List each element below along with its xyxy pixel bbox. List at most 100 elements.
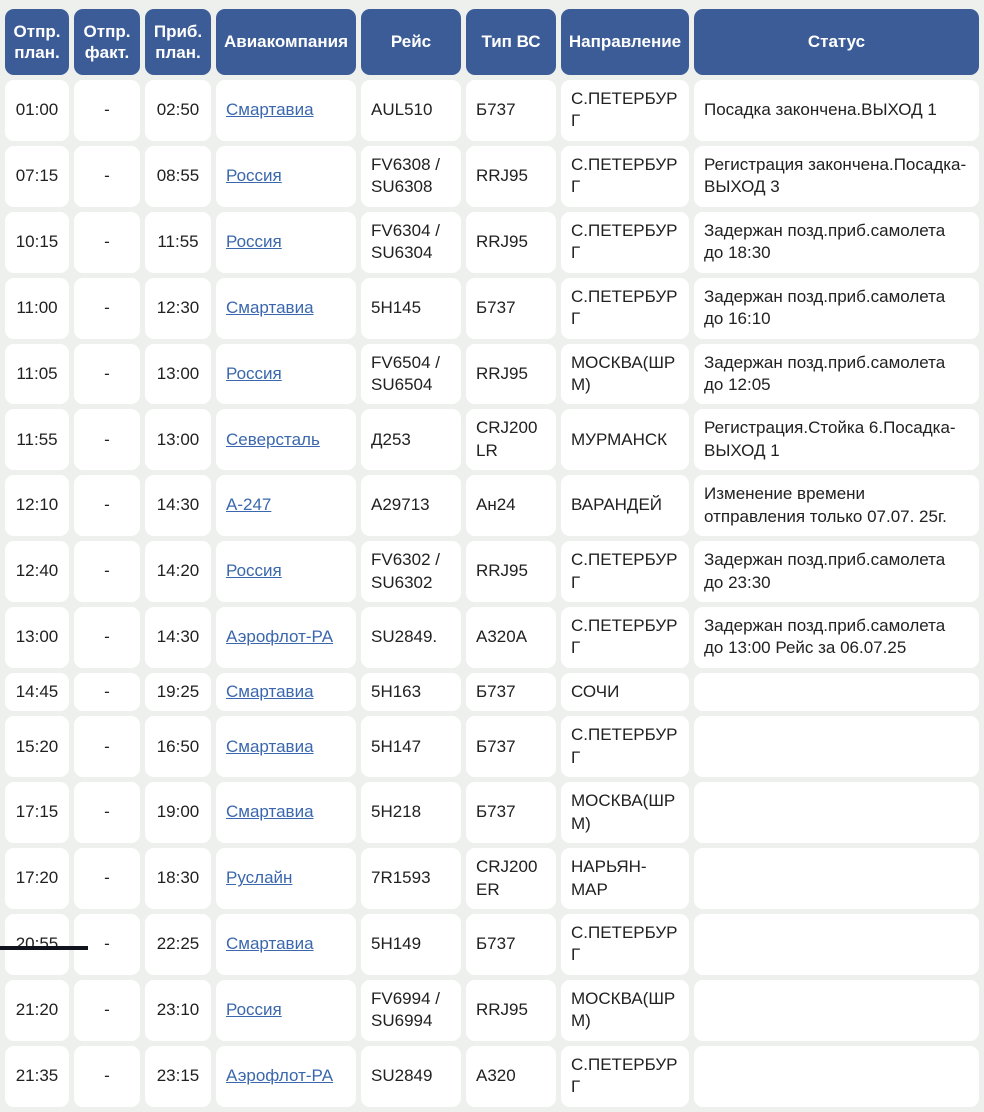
cell-flight: 7R1593 [361,848,461,909]
cell-flight: FV6302 / SU6302 [361,541,461,602]
cell-arr-plan: 02:50 [145,80,211,141]
cell-status: Регистрация.Стойка 6.Посадка-ВЫХОД 1 [694,409,979,471]
cell-destination: МУРМАНСК [561,409,689,471]
cell-dep-fact: - [74,541,140,602]
cell-airline: Смартавиа [216,782,356,844]
cell-status [694,979,979,1041]
cell-status [694,913,979,975]
table-row: 15:20-16:50 Смартавиа 5Н147 Б737 С.ПЕТЕРБУРГ [5,716,979,778]
cell-aircraft: Б737 [466,80,556,141]
header-cell-flight: Рейс [361,9,461,75]
airline-link[interactable]: Смартавиа [226,802,314,822]
cell-airline: А-247 [216,475,356,537]
cell-dep-plan: 21:20 [5,979,69,1041]
flight-timetable-page: { "colors": { "header_bg": "#3c5c97", "h… [0,4,984,1107]
cell-airline: Смартавиа [216,80,356,141]
cell-flight: Д253 [361,409,461,471]
cell-dep-plan: 11:55 [5,409,69,471]
airline-link[interactable]: Смартавиа [226,681,314,701]
airline-link[interactable]: Аэрофлот-РА [226,627,334,647]
cell-airline: Россия [216,343,356,405]
cell-flight: 5Н163 [361,672,461,712]
cell-dep-fact: - [74,409,140,471]
airline-link[interactable]: А-247 [226,495,272,515]
cell-flight: 5Н149 [361,913,461,975]
cell-airline: Смартавиа [216,716,356,778]
cell-flight: FV6504 / SU6504 [361,343,461,405]
cell-destination: С.ПЕТЕРБУРГ [561,80,689,141]
table-row: 01:00-02:50 Смартавиа AUL510 Б737 С.ПЕТЕРБУР… [5,80,979,141]
cell-dep-plan: 20:55 [5,913,69,975]
airline-link[interactable]: Смартавиа [226,297,314,317]
cell-arr-plan: 23:15 [145,1045,211,1107]
cell-arr-plan: 13:00 [145,409,211,471]
cell-dep-fact: - [74,1045,140,1107]
airline-link[interactable]: Россия [226,231,282,251]
cell-airline: Аэрофлот-РА [216,1045,356,1107]
airline-link[interactable]: Россия [226,1000,282,1020]
cell-dep-plan: 11:05 [5,343,69,405]
cell-status [694,1045,979,1107]
cell-aircraft: Б737 [466,277,556,339]
cell-aircraft: Б737 [466,782,556,844]
cell-flight: FV6308 / SU6308 [361,145,461,207]
cell-dep-fact: - [74,80,140,141]
cell-dep-fact: - [74,716,140,778]
cell-dep-fact: - [74,277,140,339]
cell-arr-plan: 14:30 [145,607,211,668]
cell-status: Задержан позд.приб.самолета до 12:05 [694,343,979,405]
cell-airline: Аэрофлот-РА [216,607,356,668]
airline-link[interactable]: Россия [226,363,282,383]
airline-link[interactable]: Россия [226,561,282,581]
cell-flight: AUL510 [361,80,461,141]
cell-airline: Смартавиа [216,277,356,339]
cell-status [694,716,979,778]
airline-link[interactable]: Смартавиа [226,934,314,954]
cell-dep-plan: 11:00 [5,277,69,339]
cell-destination: НАРЬЯН-МАР [561,848,689,909]
cell-arr-plan: 12:30 [145,277,211,339]
table-row: 17:20-18:30 Руслайн 7R1593 CRJ200ER НАРЬЯН-М… [5,848,979,909]
cell-arr-plan: 16:50 [145,716,211,778]
cell-airline: Северсталь [216,409,356,471]
cell-aircraft: Ан24 [466,475,556,537]
airline-link[interactable]: Россия [226,166,282,186]
cell-aircraft: А320A [466,607,556,668]
airline-link[interactable]: Смартавиа [226,100,314,120]
table-row: 11:55-13:00 Северсталь Д253 CRJ200LR МУРМАНС… [5,409,979,471]
header-cell-aircraft: Тип ВС [466,9,556,75]
table-row: 21:35-23:15 Аэрофлот-РА SU2849 А320 С.ПЕТЕРБ… [5,1045,979,1107]
cell-dep-plan: 17:15 [5,782,69,844]
cell-flight: FV6304 / SU6304 [361,211,461,273]
cell-dep-plan: 01:00 [5,80,69,141]
cell-status [694,672,979,712]
cell-arr-plan: 13:00 [145,343,211,405]
cell-airline: Смартавиа [216,672,356,712]
airline-link[interactable]: Северсталь [226,429,320,449]
cell-airline: Россия [216,979,356,1041]
cell-dep-fact: - [74,607,140,668]
table-row: 11:05-13:00 Россия FV6504 / SU6504 RRJ95 МОС… [5,343,979,405]
cell-destination: С.ПЕТЕРБУРГ [561,1045,689,1107]
cell-aircraft: RRJ95 [466,145,556,207]
cell-arr-plan: 14:30 [145,475,211,537]
bottom-cutoff-bar [0,946,88,950]
airline-link[interactable]: Аэрофлот-РА [226,1065,334,1085]
table-row: 12:40-14:20 Россия FV6302 / SU6302 RRJ95 С.П… [5,541,979,602]
cell-aircraft: Б737 [466,672,556,712]
airline-link[interactable]: Смартавиа [226,736,314,756]
cell-dep-fact: - [74,343,140,405]
cell-dep-fact: - [74,211,140,273]
cell-status: Регистрация закончена.Посадка-ВЫХОД 3 [694,145,979,207]
cell-airline: Россия [216,211,356,273]
cell-destination: С.ПЕТЕРБУРГ [561,277,689,339]
table-row: 20:55-22:25 Смартавиа 5Н149 Б737 С.ПЕТЕРБУРГ [5,913,979,975]
airline-link[interactable]: Руслайн [226,868,293,888]
table-row: 14:45-19:25 Смартавиа 5Н163 Б737 СОЧИ [5,672,979,712]
table-row: 07:15-08:55 Россия FV6308 / SU6308 RRJ95 С.П… [5,145,979,207]
cell-dep-fact: - [74,672,140,712]
cell-arr-plan: 08:55 [145,145,211,207]
cell-airline: Руслайн [216,848,356,909]
cell-arr-plan: 22:25 [145,913,211,975]
table-row: 10:15-11:55 Россия FV6304 / SU6304 RRJ95 С.П… [5,211,979,273]
